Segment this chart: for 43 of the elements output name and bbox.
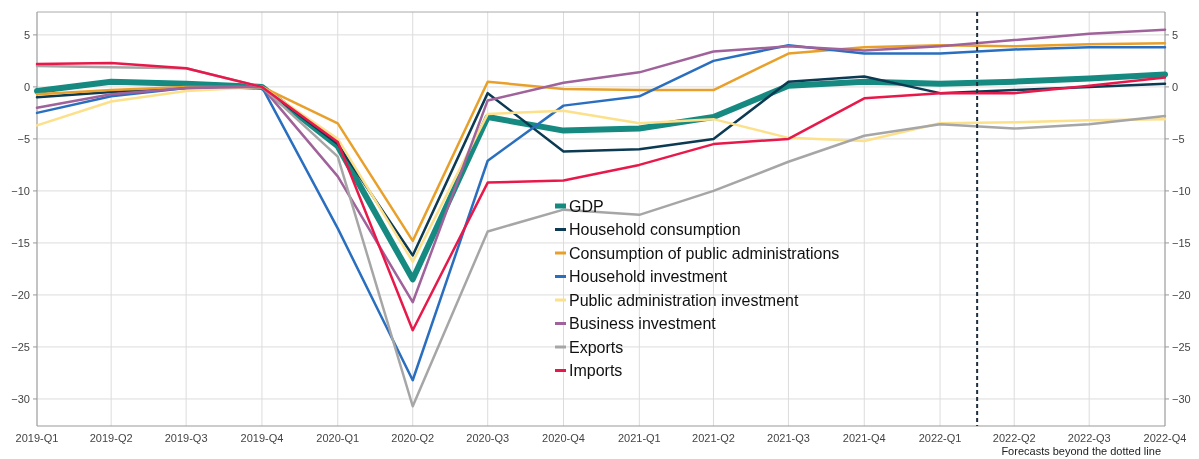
legend-label: Exports <box>569 338 624 356</box>
y2-tick-label: −30 <box>1172 392 1191 405</box>
x-tick-label: 2021-Q3 <box>767 432 810 444</box>
x-tick-label: 2021-Q4 <box>842 432 886 444</box>
x-tick-label: 2019-Q2 <box>89 432 133 444</box>
x-tick-label: 2022-Q4 <box>1143 432 1187 444</box>
x-tick-label: 2019-Q4 <box>240 432 284 444</box>
y-tick-label: −15 <box>11 236 30 249</box>
legend-label: Imports <box>569 362 623 380</box>
y2-tick-label: −10 <box>1172 184 1191 197</box>
x-tick-label: 2019-Q3 <box>164 432 208 444</box>
x-tick-label: 2022-Q3 <box>1067 432 1111 444</box>
x-tick-label: 2020-Q2 <box>391 432 435 444</box>
legend-label: Household investment <box>569 268 728 286</box>
y-tick-label: −10 <box>11 184 30 197</box>
x-tick-label: 2022-Q1 <box>918 432 962 444</box>
y2-tick-label: −25 <box>1172 340 1191 353</box>
y-tick-label: 5 <box>23 28 30 41</box>
y2-tick-label: 5 <box>1172 28 1179 41</box>
y-tick-label: −20 <box>11 288 30 301</box>
y2-tick-label: −15 <box>1172 236 1191 249</box>
legend-label: Household consumption <box>569 221 741 239</box>
y2-tick-label: −5 <box>1172 132 1185 145</box>
x-tick-label: 2021-Q1 <box>617 432 661 444</box>
y-tick-label: −5 <box>17 132 30 145</box>
x-tick-label: 2020-Q1 <box>316 432 360 444</box>
y2-tick-label: −20 <box>1172 288 1191 301</box>
y-tick-label: −25 <box>11 340 30 353</box>
x-tick-label: 2021-Q2 <box>692 432 735 444</box>
y-tick-label: −30 <box>11 392 30 405</box>
ref-line-label: Forecasts beyond the dotted line <box>1001 445 1161 457</box>
x-tick-label: 2019-Q1 <box>15 432 59 444</box>
x-tick-label: 2022-Q2 <box>992 432 1036 444</box>
x-tick-label: 2020-Q3 <box>466 432 510 444</box>
line-series <box>35 28 1167 304</box>
y2-tick-label: 0 <box>1172 80 1179 93</box>
x-tick-label: 2020-Q4 <box>542 432 585 444</box>
legend-label: Public administration investment <box>569 291 799 309</box>
legend-label: Consumption of public administrations <box>569 244 840 262</box>
y-tick-label: 0 <box>23 80 30 93</box>
legend-label: GDP <box>569 197 604 215</box>
line-series <box>35 61 1167 332</box>
legend-label: Business investment <box>569 315 717 333</box>
